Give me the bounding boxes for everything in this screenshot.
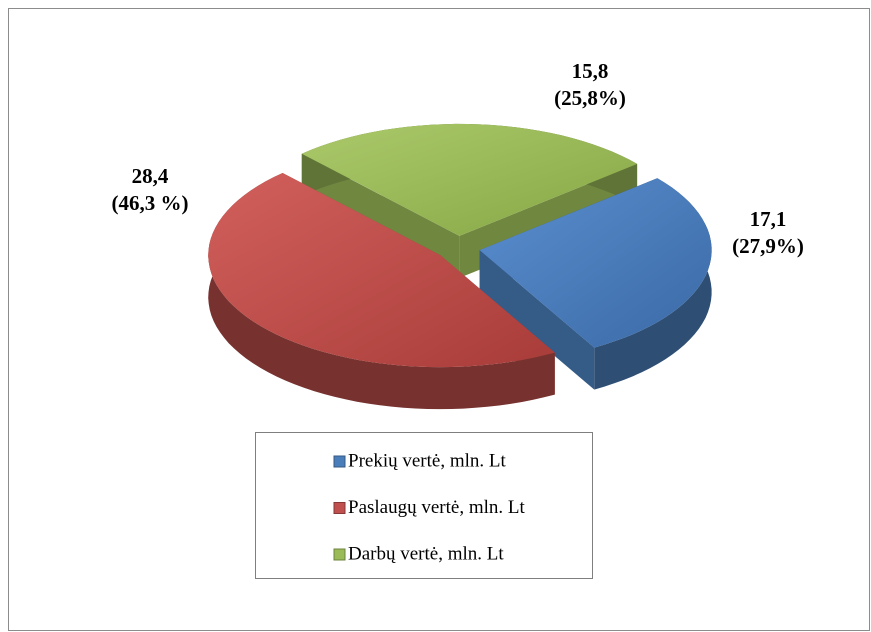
data-label: 15,8 bbox=[572, 59, 609, 83]
legend-label: Prekių vertė, mln. Lt bbox=[348, 450, 506, 471]
data-label: (25,8%) bbox=[554, 86, 626, 110]
data-label: 28,4 bbox=[132, 164, 169, 188]
legend-marker bbox=[333, 455, 346, 468]
legend-marker bbox=[333, 502, 346, 514]
slice-side bbox=[208, 173, 555, 410]
legend-marker bbox=[333, 548, 346, 561]
legend-box bbox=[255, 432, 593, 579]
slice bbox=[479, 178, 712, 348]
data-label: (27,9%) bbox=[732, 234, 804, 258]
slice-side bbox=[479, 250, 595, 390]
slice bbox=[301, 123, 638, 236]
slice bbox=[208, 173, 555, 368]
legend-label: Darbų vertė, mln. Lt bbox=[348, 543, 504, 564]
data-label: 17,1 bbox=[750, 207, 787, 231]
legend-label: Paslaugų vertė, mln. Lt bbox=[348, 497, 525, 518]
data-label: (46,3 %) bbox=[112, 191, 189, 215]
